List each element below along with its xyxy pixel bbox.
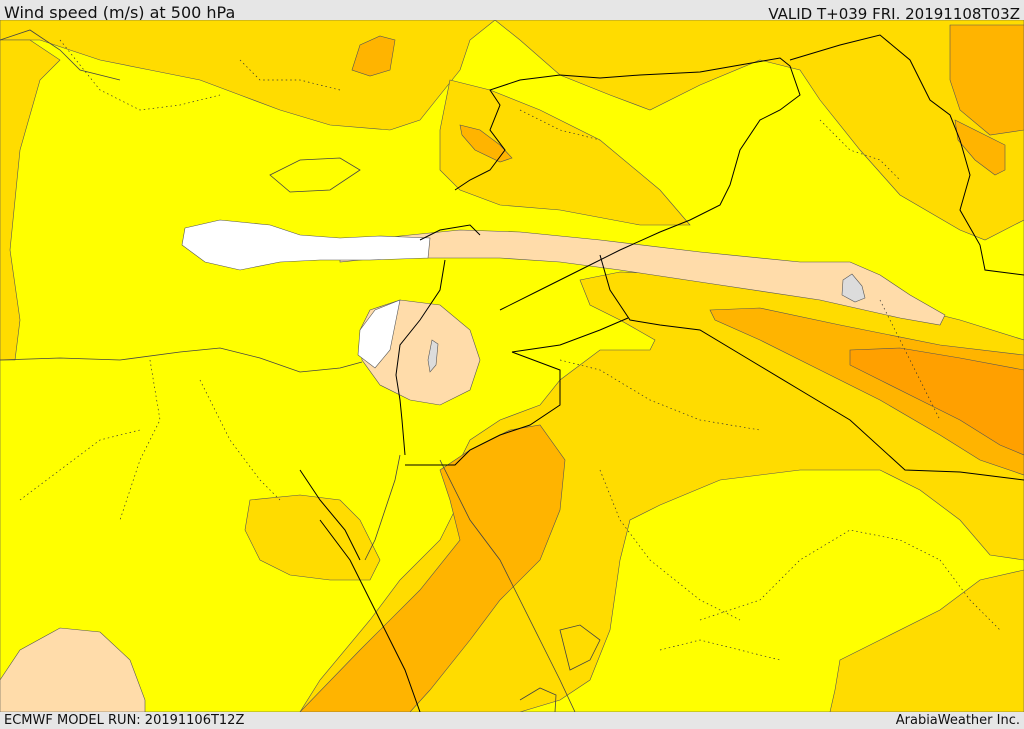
admin-boundaries (19, 39, 1001, 661)
band-moderate-north (0, 20, 1024, 241)
band-high-northeast (949, 24, 1024, 136)
footer-bar (0, 712, 1024, 729)
wind-speed-map[interactable] (0, 20, 1024, 712)
band-light-jet (339, 229, 946, 326)
band-moderate-syria (439, 79, 691, 226)
lake-mesopotamia (841, 273, 866, 303)
band-high-redsea (299, 424, 566, 712)
band-calm-levant (357, 299, 401, 369)
band-strong-core (849, 347, 1024, 456)
band-high-north-patch (351, 35, 396, 77)
coastlines (0, 29, 601, 712)
header-bar (0, 0, 1024, 20)
band-high-arabia (709, 307, 1024, 476)
lake-dead-sea (427, 339, 439, 373)
model-run-label: ECMWF MODEL RUN: 20191106T12Z (4, 713, 245, 728)
band-high-turkey (459, 124, 513, 163)
band-calm-mediterranean (181, 219, 431, 271)
band-moderate-sinai (244, 494, 381, 581)
map-title: Wind speed (m/s) at 500 hPa (4, 3, 236, 22)
country-borders (299, 34, 1024, 712)
credit-label: ArabiaWeather Inc. (895, 713, 1020, 728)
valid-time: VALID T+039 FRI. 20191108T03Z (768, 5, 1020, 23)
band-moderate-southeast (829, 569, 1024, 712)
band-light-southwest (0, 627, 146, 712)
